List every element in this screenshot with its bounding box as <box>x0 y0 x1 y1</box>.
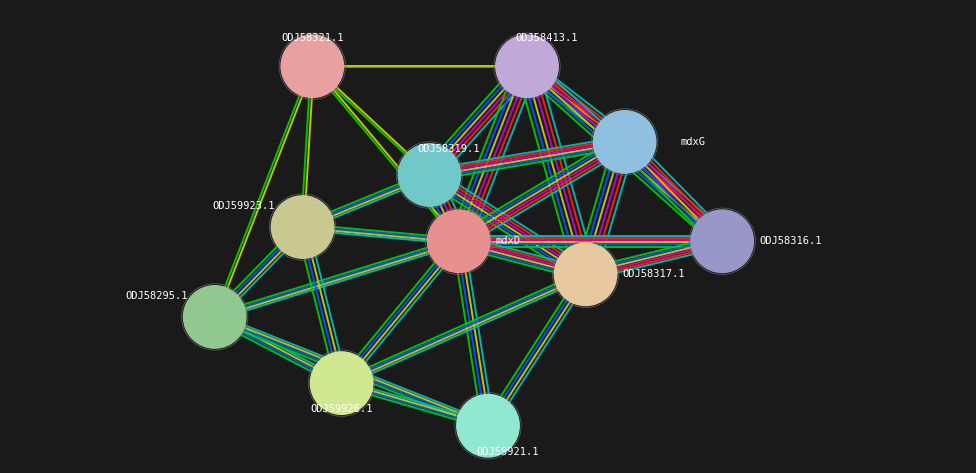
Ellipse shape <box>271 196 334 258</box>
Text: ODJ58317.1: ODJ58317.1 <box>623 269 685 280</box>
Ellipse shape <box>593 111 656 173</box>
Ellipse shape <box>427 210 490 272</box>
Ellipse shape <box>398 144 461 206</box>
Text: ODJ58321.1: ODJ58321.1 <box>281 33 344 43</box>
Ellipse shape <box>554 243 617 306</box>
Ellipse shape <box>496 35 558 97</box>
Text: ODJ58413.1: ODJ58413.1 <box>515 33 578 43</box>
Text: ODJ58319.1: ODJ58319.1 <box>418 144 480 154</box>
Text: ODJ58316.1: ODJ58316.1 <box>759 236 822 246</box>
Text: mdxG: mdxG <box>680 137 706 147</box>
Text: mdxD: mdxD <box>495 236 520 246</box>
Text: ODJ59926.1: ODJ59926.1 <box>310 404 373 414</box>
Ellipse shape <box>281 35 344 97</box>
Ellipse shape <box>691 210 753 272</box>
Ellipse shape <box>183 286 246 348</box>
Ellipse shape <box>457 394 519 457</box>
Text: ODJ59921.1: ODJ59921.1 <box>476 447 539 457</box>
Text: ODJ58295.1: ODJ58295.1 <box>125 290 187 301</box>
Ellipse shape <box>310 352 373 414</box>
Text: ODJ59923.1: ODJ59923.1 <box>213 201 275 211</box>
